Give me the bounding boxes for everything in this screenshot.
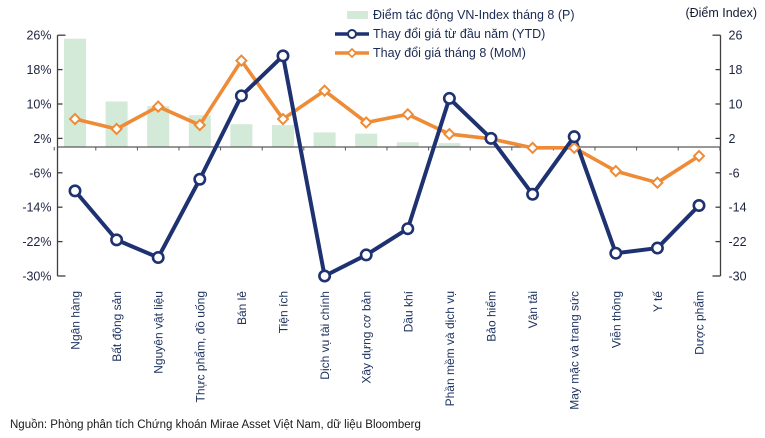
ytd-circle-marker	[193, 172, 207, 186]
mom-diamond-marker	[276, 112, 290, 126]
legend-item-impact-bars: Điểm tác động VN-Index tháng 8 (P)	[334, 5, 575, 24]
ytd-circle-marker	[68, 184, 82, 198]
mom-diamond-marker	[318, 84, 332, 98]
left-axis-tick-label: 18%	[26, 63, 51, 77]
mom-diamond-marker	[609, 164, 623, 178]
right-axis-tick-label: -14	[729, 201, 747, 215]
category-label: Xây dựng cơ bản	[360, 291, 374, 384]
ytd-circle-marker	[151, 251, 165, 265]
category-label: Viễn thông	[608, 291, 623, 348]
right-axis-tick-label: -30	[729, 270, 747, 284]
category-label: Bất động sản	[110, 291, 124, 362]
ytd-circle-marker	[692, 198, 706, 212]
legend-label-impact-bars: Điểm tác động VN-Index tháng 8 (P)	[373, 7, 575, 22]
mom-diamond-marker	[526, 141, 540, 155]
ytd-circle-marker	[567, 130, 581, 144]
impact-bar	[64, 38, 86, 147]
impact-bar	[313, 132, 336, 147]
mom-diamond-marker	[68, 112, 82, 126]
bar-swatch-icon	[347, 10, 368, 19]
mom-diamond-marker	[692, 149, 706, 163]
category-label: Tiện ích	[277, 291, 291, 333]
left-axis-tick-label: -30%	[22, 270, 51, 284]
category-label: Y tế	[651, 291, 665, 312]
left-axis-tick-label: 2%	[33, 132, 51, 146]
legend-label-mom-line: Thay đổi giá tháng 8 (MoM)	[373, 45, 526, 60]
right-axis-title: (Điểm Index)	[685, 6, 757, 20]
category-label: Dược phẩm	[693, 291, 707, 355]
right-axis-tick-label: 10	[729, 98, 743, 112]
legend-label-ytd-line: Thay đổi giá từ đầu năm (YTD)	[373, 26, 546, 41]
ytd-circle-marker	[318, 269, 332, 283]
legend-item-mom-line: Thay đổi giá tháng 8 (MoM)	[334, 43, 575, 62]
ytd-circle-marker	[526, 187, 540, 201]
mom-line	[73, 58, 701, 185]
chart-legend: Điểm tác động VN-Index tháng 8 (P) Thay …	[334, 5, 575, 62]
left-axis-tick-label: 10%	[26, 98, 51, 112]
mom-diamond-marker	[401, 107, 415, 121]
category-label: Bảo hiểm	[485, 291, 499, 342]
ytd-circle-marker	[609, 246, 623, 260]
impact-bar	[438, 143, 461, 147]
category-label: Thực phẩm, đồ uống	[193, 291, 207, 402]
legend-bar-swatch	[347, 10, 368, 19]
line-circle-marker-icon	[335, 28, 369, 39]
category-label: Dịch vụ tài chính	[318, 291, 332, 380]
left-axis-tick-label: -22%	[22, 235, 51, 249]
ytd-circle-marker	[234, 89, 248, 103]
ytd-circle-marker	[359, 248, 373, 262]
legend-mom-diamond	[346, 47, 358, 58]
mom-diamond-marker	[110, 122, 124, 136]
category-label: Phần mềm và dịch vụ	[443, 291, 457, 406]
impact-bar	[355, 133, 378, 147]
legend-ytd-circle	[347, 28, 357, 39]
ytd-circle-marker	[110, 233, 124, 247]
left-axis-tick-label: 26%	[26, 29, 51, 43]
category-label: Nguyên vật liệu	[152, 291, 166, 374]
mom-diamond-marker	[567, 141, 581, 155]
left-axis-tick-label: -6%	[29, 166, 51, 180]
impact-bar	[396, 142, 419, 147]
left-axis-tick-label: -14%	[22, 201, 51, 215]
legend-item-ytd-line: Thay đổi giá từ đầu năm (YTD)	[334, 24, 575, 43]
line-diamond-marker-icon	[335, 47, 369, 58]
mom-diamond-marker	[650, 176, 664, 190]
source-note: Nguồn: Phòng phân tích Chứng khoán Mirae…	[10, 419, 421, 431]
ytd-line	[73, 53, 701, 278]
ytd-circle-marker	[276, 49, 290, 63]
category-label: May mặc và trang sức	[568, 291, 582, 410]
ytd-circle-marker	[442, 91, 456, 105]
impact-bar	[147, 106, 170, 147]
impact-bar	[230, 124, 253, 147]
right-axis-tick-label: 2	[729, 132, 736, 146]
category-label: Bán lẻ	[235, 291, 249, 325]
category-label: Vận tải	[526, 291, 540, 328]
ytd-circle-marker	[401, 222, 415, 236]
mom-diamond-marker	[442, 127, 456, 141]
mom-diamond-marker	[193, 118, 207, 132]
right-axis-tick-label: 18	[729, 63, 743, 77]
category-label: Ngân hàng	[69, 291, 83, 350]
right-axis-tick-label: 26	[729, 29, 743, 43]
ytd-circle-marker	[650, 241, 664, 255]
mom-diamond-marker	[151, 100, 165, 113]
right-axis-tick-label: -6	[729, 166, 740, 180]
mom-diamond-marker	[234, 54, 248, 67]
right-axis-tick-label: -22	[729, 235, 747, 249]
ytd-circle-marker	[484, 131, 498, 145]
mom-diamond-marker	[359, 116, 373, 129]
impact-bar	[272, 125, 294, 147]
category-label: Dầu khí	[401, 290, 415, 332]
